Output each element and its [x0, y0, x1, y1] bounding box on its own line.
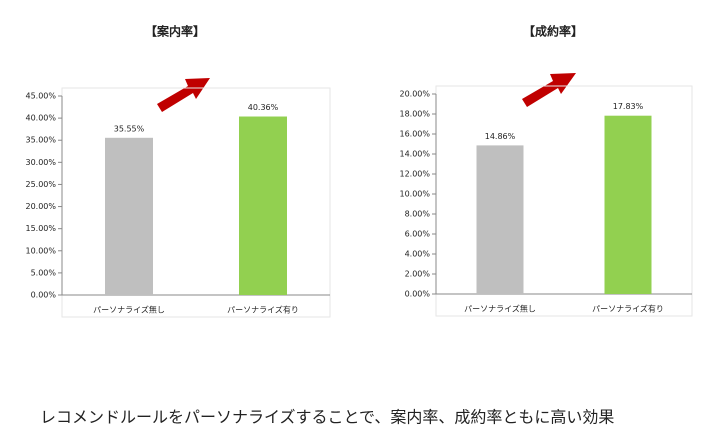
y-tick-label: 45.00%	[25, 92, 56, 101]
x-tick-label: パーソナライズ無し	[464, 304, 536, 314]
y-tick-label: 0.00%	[31, 291, 57, 300]
plot-frame	[435, 85, 693, 317]
value-label: 40.36%	[248, 103, 279, 112]
caption: レコメンドルールをパーソナライズすることで、案内率、成約率ともに高い効果	[40, 408, 614, 427]
bar	[105, 137, 153, 295]
bar	[239, 116, 287, 296]
y-tick-label: 16.00%	[399, 130, 430, 139]
y-tick-label: 10.00%	[399, 190, 430, 199]
y-tick-label: 30.00%	[25, 158, 56, 167]
x-tick-label: パーソナライズ有り	[592, 304, 664, 314]
chart-title: 【案内率】	[145, 24, 205, 39]
y-tick-label: 14.00%	[399, 150, 430, 159]
y-tick-label: 25.00%	[25, 180, 56, 189]
bar	[604, 115, 652, 294]
y-tick-label: 40.00%	[25, 114, 56, 123]
y-tick-label: 2.00%	[405, 270, 431, 279]
bar	[476, 145, 524, 294]
y-tick-label: 10.00%	[25, 246, 56, 255]
y-tick-label: 4.00%	[405, 250, 431, 259]
y-tick-label: 12.00%	[399, 170, 430, 179]
arrow	[157, 78, 210, 112]
y-tick-label: 20.00%	[25, 202, 56, 211]
y-tick-label: 35.00%	[25, 136, 56, 145]
value-label: 17.83%	[613, 102, 644, 111]
y-tick-label: 0.00%	[405, 290, 431, 299]
x-tick-label: パーソナライズ無し	[93, 305, 165, 315]
plot-frame	[61, 87, 331, 318]
chart-title: 【成約率】	[523, 24, 583, 39]
x-tick-label: パーソナライズ有り	[227, 305, 299, 315]
y-tick-label: 15.00%	[25, 224, 56, 233]
value-label: 35.55%	[114, 124, 145, 133]
value-label: 14.86%	[485, 132, 516, 141]
arrow	[522, 73, 576, 107]
y-tick-label: 6.00%	[405, 230, 431, 239]
y-tick-label: 8.00%	[405, 210, 431, 219]
y-tick-label: 20.00%	[399, 90, 430, 99]
y-tick-label: 5.00%	[31, 268, 57, 277]
y-tick-label: 18.00%	[399, 110, 430, 119]
